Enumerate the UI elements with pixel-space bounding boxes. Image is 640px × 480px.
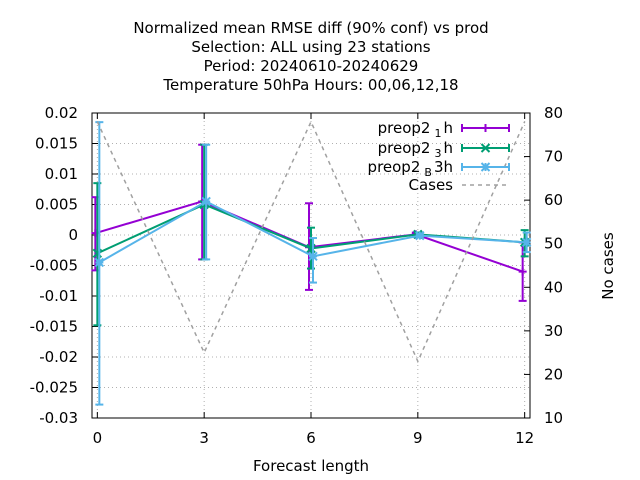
legend-label-suffix: h: [443, 139, 453, 157]
legend-label: Cases: [408, 176, 453, 194]
legend-label-suffix: h: [443, 119, 453, 137]
y-tick-label: 0.02: [45, 104, 78, 122]
legend-label-suffix: 3h: [434, 158, 453, 176]
y2-tick-label: 80: [544, 104, 563, 122]
legend-label-subscript: B: [424, 166, 432, 179]
title-line: Temperature 50hPa Hours: 00,06,12,18: [162, 76, 458, 94]
title-line: Selection: ALL using 23 stations: [191, 38, 430, 56]
chart-title: Normalized mean RMSE diff (90% conf) vs …: [133, 19, 488, 94]
y-tick-label: -0.02: [39, 348, 78, 366]
y-tick-label: 0.005: [35, 196, 78, 214]
x-axis-label: Forecast length: [253, 457, 369, 475]
legend-label-subscript: 3: [434, 147, 441, 160]
legend-label: preop2 3 h: [378, 139, 453, 160]
y-tick-label: -0.025: [30, 379, 78, 397]
data-point: [480, 143, 491, 153]
y2-axis-label: No cases: [599, 232, 617, 300]
data-point: [415, 230, 425, 241]
axes: 0 3 6 9 12 -0.03 -0.025 -0.02 -0.015 -0.01 -0.005 0…: [30, 104, 617, 475]
title-line: Normalized mean RMSE diff (90% conf) vs …: [133, 19, 488, 37]
x-tick-label: 9: [413, 429, 423, 447]
x-tick-label: 6: [306, 429, 316, 447]
y2-tick-label: 10: [544, 409, 563, 427]
y-tick-label: 0.015: [35, 135, 78, 153]
series-group: [96, 119, 526, 364]
legend-label-main: preop2: [378, 119, 431, 137]
y2-tick-label: 40: [544, 278, 563, 296]
y-tick-label: -0.01: [39, 287, 78, 305]
data-point: [201, 196, 211, 207]
y-tick-label: -0.015: [30, 318, 78, 336]
data-point: [518, 267, 527, 276]
y-tick-label: -0.005: [30, 257, 78, 275]
y-tick-label: 0.01: [45, 165, 78, 183]
title-line: Period: 20240610-20240629: [204, 57, 419, 75]
legend-label-subscript: 1: [434, 127, 441, 140]
y-tick-label: -0.03: [39, 409, 78, 427]
x-tick-label: 3: [199, 429, 209, 447]
y-tick-label: 0: [68, 226, 78, 244]
x-tick-label: 0: [93, 429, 103, 447]
legend-label: preop2 1 h: [378, 119, 453, 140]
y2-tick-label: 60: [544, 191, 563, 209]
data-point: [308, 251, 318, 262]
cases-line: [96, 119, 526, 364]
y2-tick-label: 50: [544, 235, 563, 253]
series: [91, 119, 532, 406]
legend-label: preop2 B 3h: [368, 158, 453, 179]
legend-label-main: preop2: [378, 139, 431, 157]
series-group: [92, 143, 530, 327]
series-group: [94, 121, 532, 406]
data-point: [521, 237, 532, 248]
data-point: [480, 162, 491, 172]
data-point: [94, 257, 105, 268]
data-point: [481, 124, 490, 132]
y2-tick-label: 30: [544, 322, 563, 340]
x-tick-label: 12: [515, 429, 534, 447]
y2-tick-label: 70: [544, 148, 563, 166]
y2-tick-label: 20: [544, 365, 563, 383]
legend-label-main: preop2: [368, 158, 421, 176]
